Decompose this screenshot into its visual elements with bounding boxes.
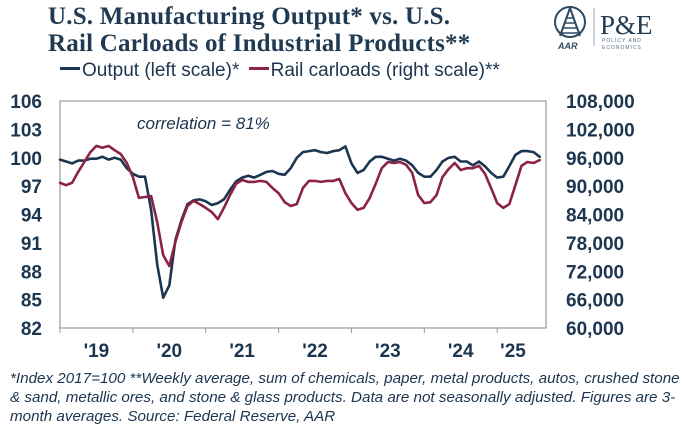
pe-subtext-line-1: POLICY AND [602, 38, 642, 44]
x-tick-label: '25 [500, 341, 526, 362]
aar-pe-logo: AAR P&E POLICY AND ECONOMICS [554, 6, 653, 51]
footnote: *Index 2017=100 **Weekly average, sum of… [10, 370, 680, 425]
chart-title-line-2: Rail Carloads of Industrial Products** [48, 30, 471, 57]
right-axis-tick-label: 78,000 [566, 234, 624, 255]
right-axis-tick-label: 84,000 [566, 206, 624, 227]
left-axis-tick-label: 100 [10, 149, 42, 170]
x-tick-label: '20 [156, 341, 182, 362]
chart-title: U.S. Manufacturing Output* vs. U.S. Rail… [48, 3, 470, 57]
x-tick-label: '22 [302, 341, 328, 362]
aar-rail-track-icon [554, 6, 586, 38]
series-line-rail-carloads [58, 144, 542, 268]
right-axis-tick-label: 96,000 [566, 149, 624, 170]
right-axis-tick-label: 108,000 [566, 92, 635, 113]
x-tick-label: '24 [448, 341, 474, 362]
left-axis-tick-label: 91 [21, 234, 43, 255]
chart-legend: Output (left scale)* Rail carloads (righ… [60, 60, 504, 82]
pe-logo-text: P&E [600, 10, 653, 40]
right-axis-tick-label: 90,000 [566, 177, 624, 198]
legend-item-output: Output (left scale)* [60, 60, 245, 81]
left-axis-tick-label: 94 [21, 206, 43, 227]
legend-swatch-output [60, 67, 80, 71]
right-axis-tick-label: 72,000 [566, 262, 624, 283]
pe-subtext-line-2: ECONOMICS [602, 45, 642, 51]
left-axis-tick-label: 106 [10, 92, 42, 113]
legend-item-rail: Rail carloads (right scale)** [248, 60, 500, 81]
right-axis-tick-label: 66,000 [566, 291, 624, 312]
left-axis-tick-label: 82 [21, 319, 42, 340]
legend-label-rail: Rail carloads (right scale)** [270, 60, 500, 81]
left-axis-tick-label: 85 [21, 291, 43, 312]
legend-swatch-rail [248, 67, 269, 71]
x-tick-label: '21 [229, 341, 255, 362]
aar-logo-text: AAR [557, 41, 578, 51]
plot-frame [59, 100, 547, 329]
series-line-output [58, 145, 542, 300]
correlation-annotation: correlation = 81% [137, 114, 270, 133]
legend-label-output: Output (left scale)* [82, 60, 240, 81]
x-tick-label: '19 [84, 341, 110, 362]
right-axis-tick-label: 60,000 [566, 319, 624, 340]
right-axis-tick-label: 102,000 [566, 120, 635, 141]
chart-title-line-1: U.S. Manufacturing Output* vs. U.S. [48, 3, 451, 30]
x-tick-label: '23 [375, 341, 401, 362]
left-axis-tick-label: 88 [21, 262, 42, 283]
left-axis-tick-label: 103 [10, 120, 42, 141]
left-axis-tick-label: 97 [21, 177, 42, 198]
